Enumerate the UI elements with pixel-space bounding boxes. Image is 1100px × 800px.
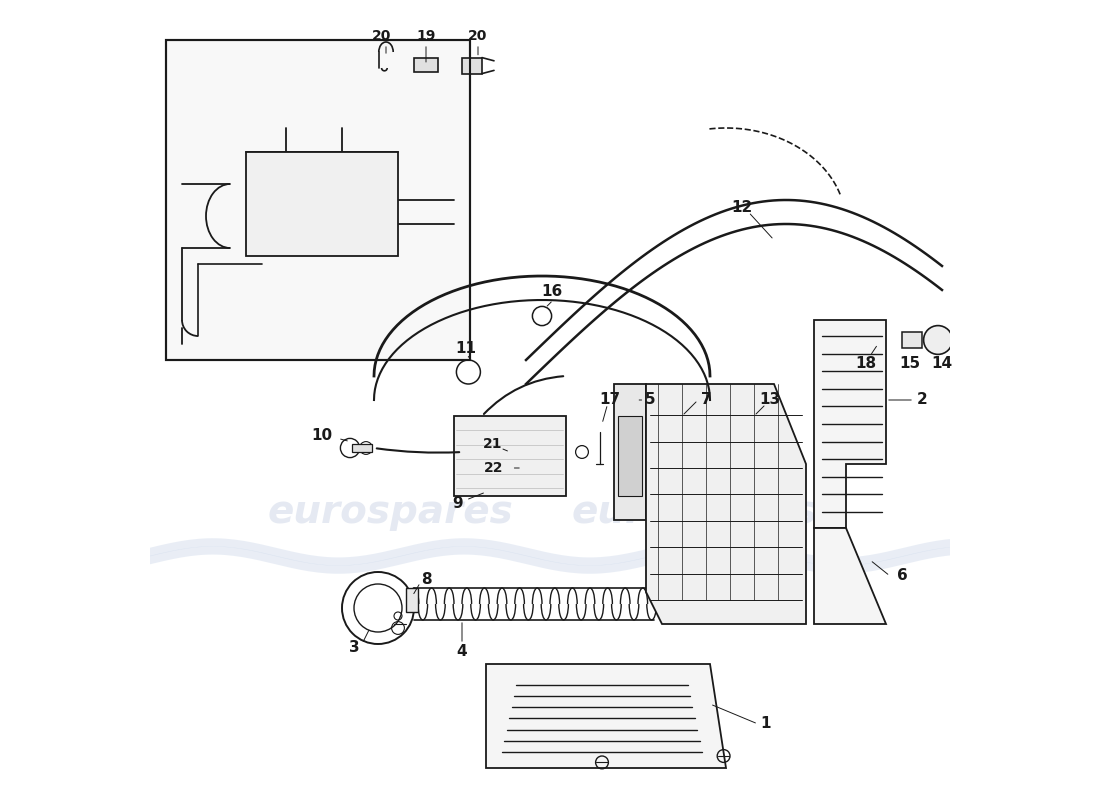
Bar (166, 40, 470, 360)
Polygon shape (614, 384, 646, 520)
Text: 9: 9 (453, 497, 463, 511)
Text: 1: 1 (761, 717, 771, 731)
Text: 2: 2 (916, 393, 927, 407)
Text: 7: 7 (701, 393, 712, 407)
Text: 8: 8 (420, 573, 431, 587)
Text: 4: 4 (456, 645, 468, 659)
Text: 15: 15 (900, 357, 921, 371)
Text: 12: 12 (732, 201, 752, 215)
Text: eurospares: eurospares (267, 493, 513, 531)
Polygon shape (646, 384, 806, 624)
Bar (406, 588, 418, 612)
Text: 16: 16 (541, 285, 562, 299)
Bar (618, 416, 642, 496)
Bar (246, 152, 398, 256)
Text: 18: 18 (856, 357, 877, 371)
Text: 11: 11 (455, 341, 476, 355)
Bar (462, 58, 482, 74)
Text: 14: 14 (932, 357, 953, 371)
Text: 10: 10 (311, 429, 332, 443)
Polygon shape (814, 528, 886, 624)
Polygon shape (814, 320, 886, 528)
Text: 6: 6 (896, 569, 907, 583)
Text: 5: 5 (645, 393, 656, 407)
Text: 20: 20 (469, 29, 487, 43)
Circle shape (924, 326, 953, 354)
Text: 21: 21 (483, 437, 502, 451)
Text: eurospares: eurospares (571, 493, 817, 531)
Text: 20: 20 (372, 29, 392, 43)
Text: 19: 19 (416, 29, 436, 43)
Bar (166, 40, 470, 360)
Text: 3: 3 (349, 641, 360, 655)
Text: 13: 13 (759, 393, 781, 407)
Text: 17: 17 (600, 393, 620, 407)
Bar (454, 416, 566, 496)
Bar (902, 332, 922, 348)
Text: 22: 22 (484, 461, 504, 475)
Bar (352, 444, 373, 452)
Polygon shape (486, 664, 726, 768)
Bar (414, 58, 438, 72)
